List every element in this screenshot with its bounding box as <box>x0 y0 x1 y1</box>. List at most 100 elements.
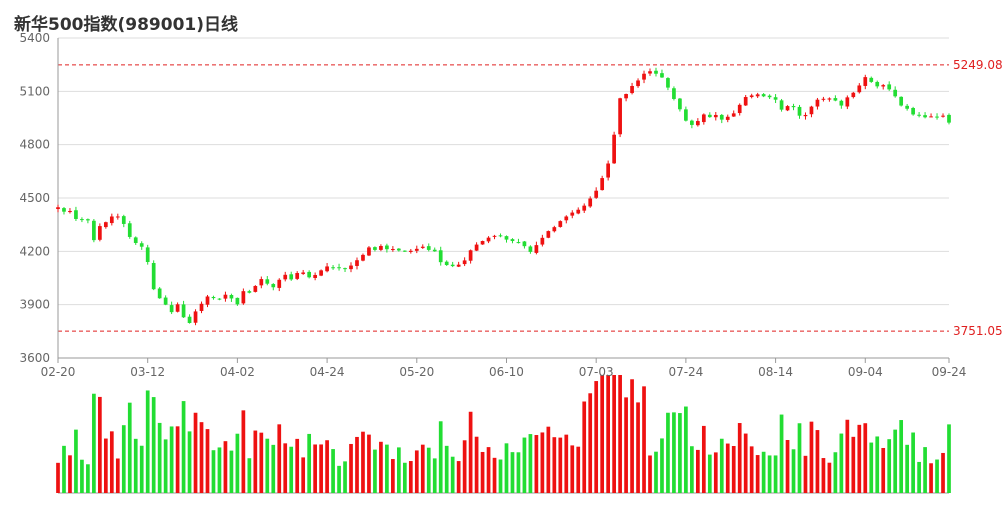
volume-bar <box>887 439 892 493</box>
candle-body <box>672 88 676 99</box>
candle-body <box>660 73 664 78</box>
candle-body <box>666 78 670 88</box>
volume-bar <box>570 445 575 493</box>
volume-bar <box>241 410 246 493</box>
volume-bar <box>109 431 114 493</box>
candle-body <box>773 97 778 100</box>
volume-bar <box>103 438 108 493</box>
volume-bar <box>80 459 84 493</box>
volume-bar <box>528 434 533 493</box>
volume-bar <box>725 443 730 493</box>
volume-bar <box>456 461 461 493</box>
candle-body <box>313 274 317 278</box>
volume-bar <box>851 436 856 493</box>
volume-bar <box>564 434 569 493</box>
candle-body <box>522 241 527 247</box>
x-tick-label: 07-03 <box>579 365 614 379</box>
candle-body <box>325 266 329 272</box>
candle-body <box>361 254 365 261</box>
volume-bar <box>157 422 162 493</box>
volume-bar <box>474 436 479 493</box>
volume-bar <box>809 421 814 493</box>
candle-body <box>881 85 886 87</box>
candle-body <box>68 210 72 213</box>
volume-bar <box>438 421 443 493</box>
candle-body <box>893 89 898 97</box>
candle-body <box>211 296 216 299</box>
y-tick-label: 4200 <box>19 244 50 258</box>
candle-body <box>749 95 754 98</box>
volume-bar <box>761 451 766 493</box>
candle-body <box>791 106 796 108</box>
candle-body <box>869 77 874 82</box>
candle-body <box>474 244 479 251</box>
candle-body <box>217 298 222 300</box>
candle-body <box>540 237 545 245</box>
candle-body <box>169 305 174 313</box>
volume-bar <box>373 449 377 493</box>
candle-body <box>725 116 730 120</box>
volume-bar <box>98 396 102 493</box>
volume-bar <box>193 412 198 493</box>
candle-body <box>420 246 425 248</box>
volume-bar <box>749 446 754 493</box>
candle-body <box>582 205 587 211</box>
x-tick-label: 02-20 <box>41 365 76 379</box>
candles <box>56 67 951 326</box>
candle-body <box>510 239 515 242</box>
volume-bar <box>187 431 192 493</box>
candle-body <box>785 106 790 111</box>
volume-bar <box>139 445 144 493</box>
candle-body <box>414 248 419 251</box>
volume-bar <box>672 412 676 493</box>
volume-bar <box>624 397 628 493</box>
volume-bar <box>169 426 174 493</box>
candle-body <box>163 297 168 305</box>
volume-bar <box>678 413 682 493</box>
volume-bar <box>283 443 288 493</box>
volume-bar <box>803 455 808 493</box>
volume-bar <box>893 429 898 493</box>
candle-body <box>289 274 294 280</box>
candle-body <box>833 98 838 101</box>
candle-body <box>259 279 264 286</box>
candle-body <box>145 247 150 262</box>
volume-bar <box>295 438 300 493</box>
candle-body <box>558 221 563 227</box>
volume-bar <box>468 411 473 493</box>
y-tick-label: 3600 <box>19 351 50 365</box>
candle-body <box>648 71 652 74</box>
volume-bar <box>821 458 826 493</box>
volume-bar <box>223 441 228 493</box>
candle-body <box>456 264 461 267</box>
volume-bar <box>869 442 874 493</box>
candle-body <box>355 260 359 266</box>
volume-bar <box>163 439 168 493</box>
volume-bar <box>618 375 622 493</box>
candle-body <box>307 271 312 278</box>
volume-bar <box>217 447 222 493</box>
volume-bar <box>62 445 66 493</box>
volume-bar <box>510 452 515 493</box>
volume-bar <box>145 390 150 493</box>
x-tick-label: 09-24 <box>932 365 967 379</box>
volume-bar <box>349 443 353 493</box>
candle-body <box>863 77 868 86</box>
candle-body <box>690 120 694 125</box>
volume-bar <box>133 438 138 493</box>
volume-bar <box>426 447 431 493</box>
candle-body <box>534 245 539 253</box>
candle-body <box>86 219 90 221</box>
candle-body <box>618 98 622 135</box>
candle-body <box>265 279 270 284</box>
volume-bar <box>713 452 718 493</box>
volume-bar <box>648 455 652 493</box>
volume-bar <box>115 458 120 493</box>
candle-body <box>905 105 909 109</box>
volume-bar <box>259 432 264 493</box>
volume-bar <box>247 458 252 493</box>
candle-body <box>917 114 921 116</box>
x-tick-label: 05-20 <box>399 365 434 379</box>
candle-body <box>731 113 736 117</box>
